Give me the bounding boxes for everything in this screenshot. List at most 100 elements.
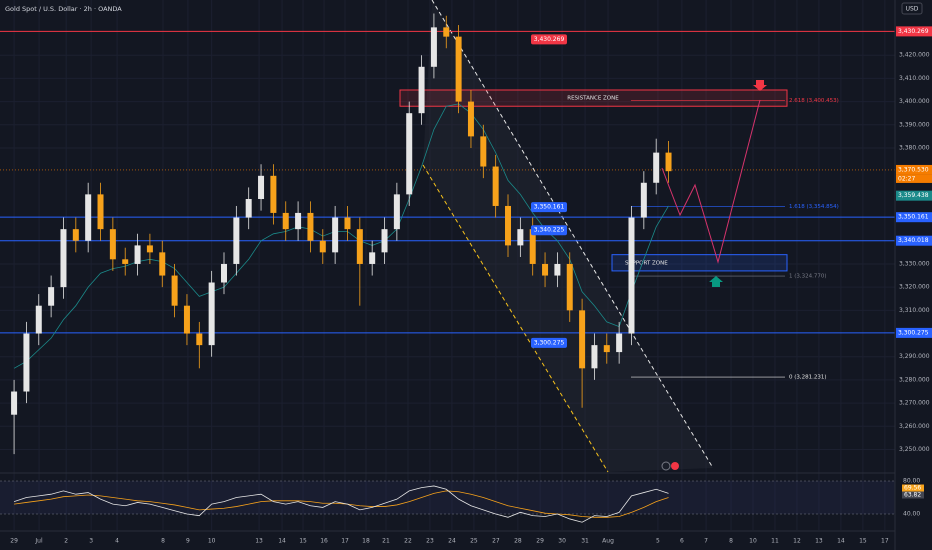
candle-body: [109, 229, 116, 260]
price-badge-label: 3,350.161: [898, 214, 929, 221]
candle-body: [393, 194, 400, 230]
rsi-tick-label: 80.00: [903, 478, 920, 485]
price-badge-label: 3,340.018: [898, 237, 929, 244]
candle-body: [369, 252, 376, 264]
candle-body: [554, 263, 561, 276]
candle-body: [591, 345, 598, 369]
x-tick-label: 14: [837, 538, 845, 545]
x-tick-label: 10: [208, 538, 216, 545]
y-tick-label: 3,290.000: [899, 353, 930, 360]
candle-body: [159, 252, 166, 276]
price-badge-label: 3,300.275: [898, 329, 929, 336]
x-tick-label: 13: [255, 538, 263, 545]
x-tick-label: 8: [161, 538, 165, 545]
x-tick-label: 15: [299, 538, 307, 545]
event-icon: [661, 461, 671, 471]
x-tick-label: 16: [320, 538, 328, 545]
price-badge: [896, 235, 932, 246]
rsi-ma-line: [14, 490, 669, 518]
event-icon: [671, 462, 679, 470]
candle-body: [616, 333, 623, 353]
fib-label: 2.618 (3,400.453): [789, 98, 839, 104]
fib-label: 0 (3,281.231): [789, 375, 827, 381]
down-arrow: [753, 80, 767, 91]
ema-line: [13, 103, 669, 369]
x-tick-label: 30: [558, 538, 566, 545]
x-tick-label: 14: [278, 538, 286, 545]
x-tick-label: 5: [656, 538, 660, 545]
candle-body: [566, 263, 573, 311]
candle-body: [245, 199, 252, 218]
x-tick-label: 3: [89, 538, 93, 545]
callout-box: [531, 225, 567, 236]
x-tick-label: 25: [470, 538, 478, 545]
candle-body: [529, 229, 536, 264]
rsi-band: [0, 481, 895, 514]
candle-body: [171, 275, 178, 306]
fib-label: 1.618 (3,354.854): [789, 204, 839, 210]
candle-body: [208, 282, 215, 346]
x-tick-label: 24: [448, 538, 456, 545]
candle-body: [332, 217, 339, 253]
x-tick-label: 8: [729, 538, 733, 545]
candle-body: [258, 175, 265, 200]
candle-body: [406, 113, 413, 195]
candle-body: [35, 305, 42, 334]
callout-box: [531, 202, 567, 213]
candle-body: [430, 27, 437, 67]
x-tick-label: 17: [881, 538, 889, 545]
price-badge: [896, 26, 932, 37]
price-badge-label: 3,430.269: [898, 28, 929, 35]
zone-label: RESISTANCE ZONE: [567, 96, 619, 102]
y-tick-label: 3,400.000: [899, 98, 930, 105]
callout-label: 3,340.225: [534, 227, 565, 234]
x-tick-label: 27: [492, 538, 500, 545]
countdown-badge: [896, 174, 932, 183]
y-tick-label: 3,260.000: [899, 423, 930, 430]
candle-body: [196, 333, 203, 346]
x-tick-label: 17: [341, 538, 349, 545]
candle-body: [97, 194, 104, 230]
callout-box: [531, 34, 567, 45]
candle-body: [640, 182, 647, 218]
rsi-line: [13, 485, 669, 523]
y-tick-label: 3,410.000: [899, 75, 930, 82]
y-tick-label: 3,280.000: [899, 376, 930, 383]
zone-label: SUPPORT ZONE: [625, 260, 668, 266]
y-tick-label: 3,420.000: [899, 52, 930, 59]
callout-label: 3,430.269: [534, 36, 565, 43]
x-tick-label: 2: [64, 538, 68, 545]
candle-body: [295, 212, 302, 230]
x-tick-label: 29: [10, 538, 18, 545]
y-tick-label: 3,310.000: [899, 307, 930, 314]
candle-body: [85, 194, 92, 241]
candle-body: [282, 212, 289, 230]
x-tick-label: 15: [859, 538, 867, 545]
rsi-badge-label: 69.56: [904, 485, 921, 492]
price-badge: [896, 190, 932, 201]
candle-body: [542, 263, 549, 276]
candle-body: [319, 240, 326, 253]
price-badge: [896, 327, 932, 338]
x-tick-label: 31: [581, 538, 589, 545]
currency-box: [901, 2, 923, 15]
candle-body: [505, 205, 512, 246]
x-tick-label: 6: [680, 538, 684, 545]
candle-body: [72, 229, 79, 241]
currency: USD: [906, 6, 919, 13]
candle-body: [183, 305, 190, 334]
candle-body: [418, 66, 425, 114]
candle-body: [60, 229, 67, 288]
x-tick-label: 4: [115, 538, 119, 545]
callout-box: [531, 337, 567, 348]
x-tick-label: Aug: [602, 538, 614, 545]
x-tick-label: 29: [536, 538, 544, 545]
candle-body: [480, 136, 487, 167]
x-tick-label: 13: [815, 538, 823, 545]
x-tick-label: 11: [771, 538, 779, 545]
x-tick-label: 18: [362, 538, 370, 545]
x-tick-label: 9: [186, 538, 190, 545]
price-badge: [896, 164, 932, 175]
rsi-tick-label: 40.00: [903, 511, 920, 518]
candle-body: [307, 212, 314, 241]
